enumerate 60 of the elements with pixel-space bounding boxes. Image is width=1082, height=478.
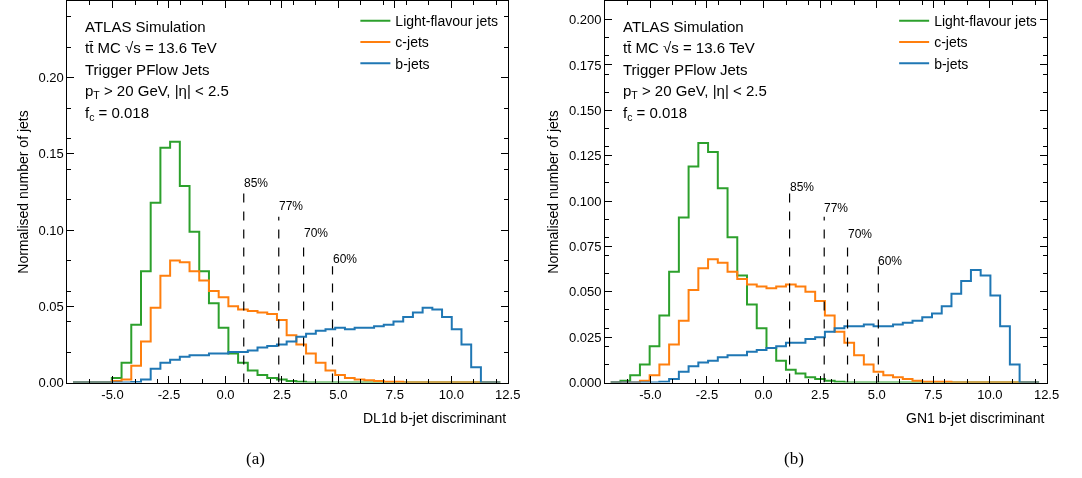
x-tick-label: 10.0: [438, 387, 464, 403]
y-tick-label: 0.10: [38, 222, 64, 238]
x-tick-label: -2.5: [157, 387, 181, 403]
legend-label: c-jets: [934, 34, 968, 51]
x-tick-label: 12.5: [1033, 387, 1060, 403]
annotation: f$_{c}$ = 0.018: [623, 104, 688, 124]
annotation: f$_{c}$ = 0.018: [85, 104, 150, 124]
y-tick-label: 0.20: [38, 70, 64, 86]
y-axis-title: Normalised number of jets: [545, 110, 562, 274]
annotation: 77%: [279, 199, 304, 213]
annotation: p$_{T}$ > 20 GeV, |η| < 2.5: [85, 82, 229, 102]
x-tick-label: 7.5: [385, 387, 404, 403]
y-tick-label: 0.050: [568, 284, 602, 300]
annotation: Trigger PFlow Jets: [623, 61, 748, 78]
y-tick-label: 0.150: [568, 102, 602, 118]
y-tick-label: 0.175: [568, 57, 602, 73]
annotation: ATLAS Simulation: [623, 18, 744, 35]
x-tick-label: 0.0: [754, 387, 773, 403]
y-tick-label: 0.125: [568, 148, 602, 164]
y-axis-title: Normalised number of jets: [15, 110, 32, 274]
legend-label: b-jets: [934, 55, 969, 72]
y-tick-label: 0.05: [38, 298, 64, 314]
x-tick-label: -5.0: [639, 387, 662, 403]
y-tick-label: 0.200: [568, 12, 602, 28]
legend-label: Light-flavour jets: [395, 13, 499, 30]
y-tick-label: 0.075: [568, 239, 602, 254]
text: (b): [784, 449, 804, 468]
y-tick-label: 0.100: [568, 193, 602, 209]
x-axis-title: DL1d b-jet discriminant: [363, 410, 507, 426]
legend-label: b-jets: [395, 55, 430, 72]
y-tick-label: 0.000: [568, 375, 602, 391]
x-tick-label: -5.0: [101, 387, 124, 403]
x-tick-label: 12.5: [495, 387, 521, 403]
annotation: p$_{T}$ > 20 GeV, |η| < 2.5: [623, 82, 767, 102]
y-tick-label: 0.025: [568, 329, 602, 345]
x-axis-title: GN1 b-jet discriminant: [906, 410, 1045, 426]
x-tick-label: 5.0: [867, 387, 886, 403]
annotation: 85%: [244, 176, 269, 190]
annotation: 77%: [824, 201, 849, 215]
x-tick-label: 2.5: [272, 387, 291, 403]
x-tick-label: 2.5: [811, 387, 830, 403]
x-tick-label: 0.0: [216, 387, 235, 403]
annotation: tt̄ MC √s = 13.6 TeV: [85, 39, 217, 56]
x-tick-label: 5.0: [329, 387, 348, 403]
x-tick-label: -2.5: [695, 387, 719, 403]
annotation: 60%: [333, 252, 358, 266]
y-tick-label: 0.15: [38, 146, 64, 162]
text: (a): [246, 449, 265, 468]
x-tick-label: 7.5: [924, 387, 943, 403]
x-tick-label: 10.0: [977, 387, 1003, 403]
annotation: Trigger PFlow Jets: [85, 61, 210, 78]
annotation: 70%: [304, 226, 329, 240]
legend-label: c-jets: [395, 34, 429, 51]
annotation: 70%: [848, 227, 873, 241]
legend-label: Light-flavour jets: [934, 13, 1037, 30]
y-tick-label: 0.00: [38, 375, 64, 391]
annotation: 60%: [878, 254, 903, 268]
annotation: tt̄ MC √s = 13.6 TeV: [623, 39, 755, 56]
annotation: 85%: [790, 180, 815, 194]
annotation: ATLAS Simulation: [85, 18, 206, 35]
